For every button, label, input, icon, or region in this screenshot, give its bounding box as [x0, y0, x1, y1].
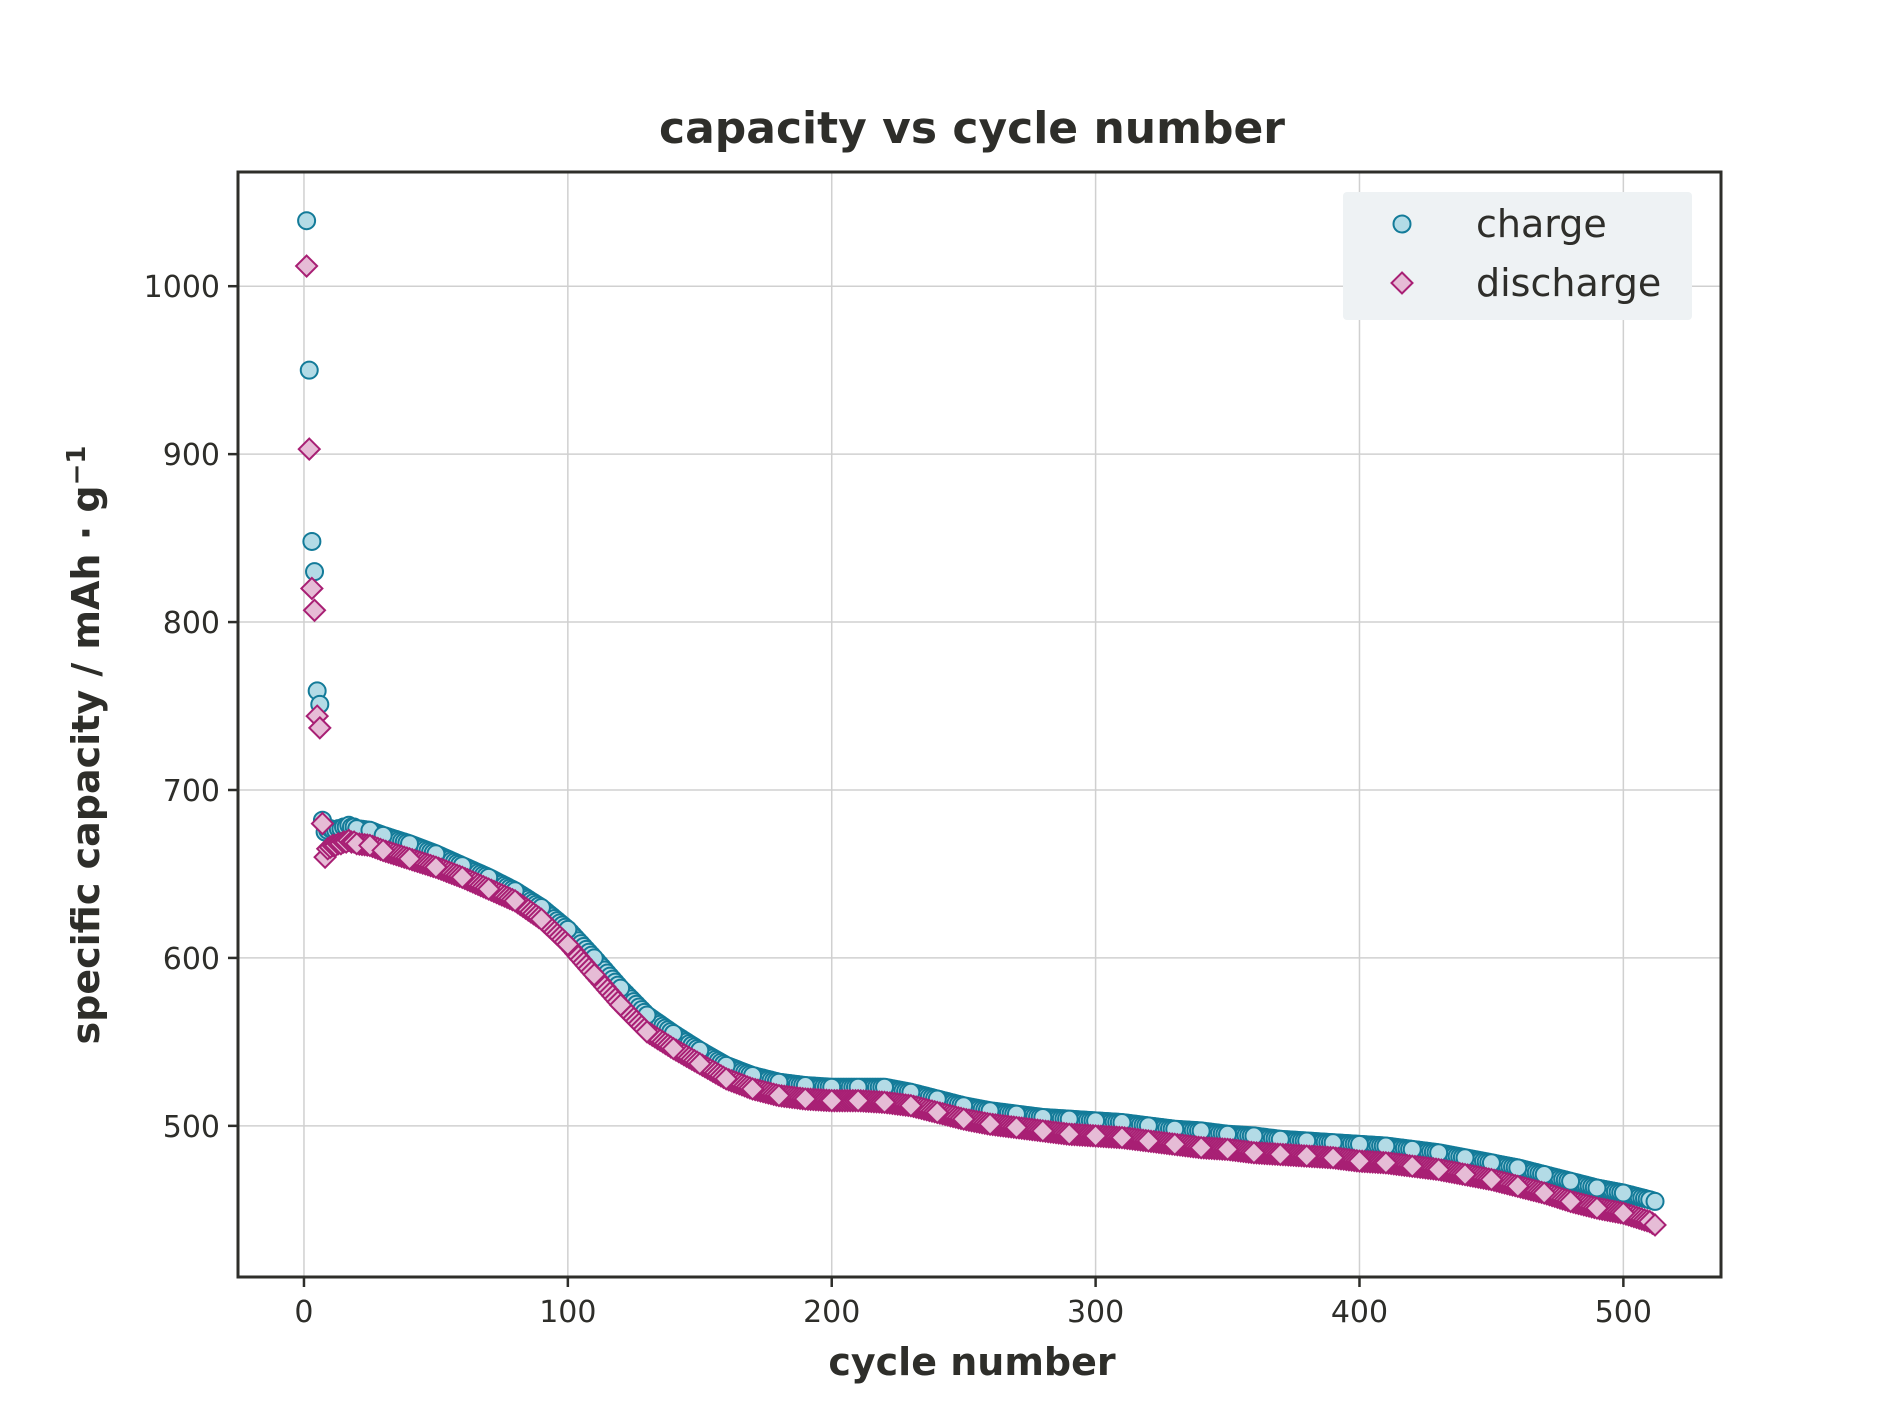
discharge-point [1083, 1124, 1108, 1148]
discharge-point [1347, 1149, 1372, 1174]
x-tick-label: 100 [539, 1295, 596, 1330]
discharge-point [1110, 1125, 1134, 1150]
discharge-point [1242, 1140, 1266, 1165]
discharge-point [925, 1100, 950, 1125]
discharge-point [307, 715, 332, 740]
discharge-point [740, 1077, 765, 1101]
charge-point [305, 562, 325, 582]
discharge-point [635, 1019, 659, 1044]
discharge-point [302, 598, 327, 623]
discharge-point [1453, 1162, 1477, 1187]
x-axis-label: cycle number [828, 1340, 1116, 1384]
charge-point [1645, 1191, 1665, 1211]
discharge-point [503, 888, 527, 913]
discharge-point [1558, 1189, 1583, 1214]
x-tick-label: 300 [1067, 1295, 1124, 1330]
x-tick-label: 0 [294, 1295, 313, 1330]
discharge-point [1532, 1181, 1557, 1205]
series-discharge [294, 254, 1667, 1237]
legend-box [1343, 192, 1692, 320]
plot-frame [236, 170, 1723, 1279]
y-tick-label: 1000 [144, 270, 220, 305]
discharge-point [1189, 1135, 1214, 1160]
discharge-point [1162, 1132, 1187, 1157]
legend-marker-discharge [1390, 271, 1414, 295]
charge-point [1561, 1171, 1581, 1191]
discharge-point [294, 254, 319, 278]
discharge-point [310, 811, 335, 836]
discharge-point [767, 1083, 791, 1108]
y-tick-label: 900 [163, 438, 220, 473]
discharge-point [793, 1087, 818, 1111]
discharge-point [529, 907, 554, 932]
discharge-point [898, 1093, 923, 1118]
discharge-point [1057, 1122, 1082, 1147]
discharge-point [1136, 1129, 1161, 1153]
y-axis-label: specific capacity / mAh · g−1 [62, 446, 108, 1045]
discharge-point [687, 1051, 712, 1076]
legend-marker-charge [1392, 214, 1412, 234]
discharge-point [1426, 1157, 1451, 1182]
discharge-point [299, 576, 324, 601]
discharge-point [1215, 1137, 1240, 1162]
chart-title: capacity vs cycle number [659, 103, 1285, 154]
discharge-point [1479, 1167, 1504, 1192]
y-tick-label: 500 [163, 1110, 220, 1145]
discharge-point [978, 1112, 1002, 1137]
data-series [294, 211, 1667, 1237]
discharge-point [1611, 1201, 1636, 1226]
y-tick-label: 800 [163, 606, 220, 641]
charge-point [1613, 1183, 1633, 1203]
charge-point [299, 360, 319, 380]
discharge-point [476, 877, 501, 901]
charge-point [297, 211, 317, 231]
y-tick-label: 600 [163, 942, 220, 977]
discharge-point [582, 962, 607, 987]
discharge-point [951, 1107, 976, 1132]
discharge-point [1400, 1154, 1425, 1179]
x-tick-label: 400 [1331, 1295, 1388, 1330]
y-axis-label-superscript: −1 [62, 446, 92, 486]
discharge-point [714, 1066, 739, 1091]
discharge-point [1004, 1115, 1029, 1140]
discharge-point [450, 865, 475, 890]
discharge-point [423, 855, 448, 880]
discharge-point [1373, 1150, 1398, 1175]
discharge-point [661, 1036, 686, 1061]
discharge-point [555, 932, 580, 957]
discharge-point [397, 846, 422, 871]
series-charge [297, 211, 1665, 1211]
charge-point [302, 531, 322, 551]
discharge-point [297, 437, 322, 462]
y-tick-label: 700 [163, 774, 220, 809]
discharge-point [1321, 1145, 1346, 1170]
legend-label-discharge: discharge [1476, 261, 1661, 305]
legend: charge discharge [1343, 192, 1692, 320]
discharge-point [1505, 1174, 1530, 1199]
y-axis-label-text: specific capacity / mAh · g [64, 485, 108, 1044]
discharge-point [608, 993, 633, 1017]
discharge-point [846, 1088, 871, 1113]
discharge-point [1268, 1142, 1293, 1167]
discharge-point [371, 838, 396, 863]
discharge-point [1643, 1213, 1667, 1237]
axis-ticks: 0 100 200 300 400 500 500 600 700 800 900 1000 [144, 270, 1652, 1330]
discharge-point [1585, 1196, 1609, 1221]
discharge-point [819, 1088, 844, 1113]
x-tick-label: 500 [1595, 1295, 1652, 1330]
x-tick-label: 200 [803, 1295, 860, 1330]
discharge-point [1030, 1118, 1055, 1143]
discharge-point [1294, 1144, 1319, 1169]
grid [238, 172, 1721, 1277]
legend-label-charge: charge [1476, 202, 1607, 246]
charge-point [1587, 1178, 1607, 1198]
discharge-point [872, 1090, 897, 1115]
